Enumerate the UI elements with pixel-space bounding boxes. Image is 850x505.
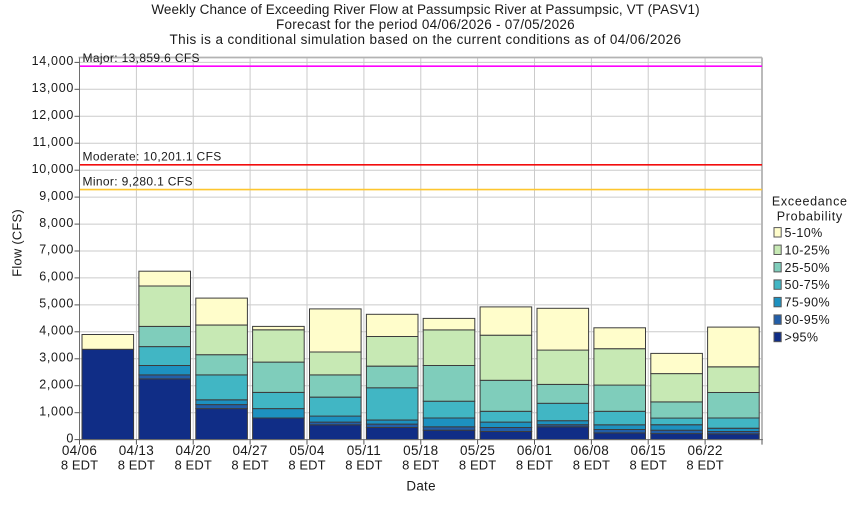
svg-text:12,000: 12,000: [32, 108, 74, 122]
svg-text:Moderate: 10,201.1 CFS: Moderate: 10,201.1 CFS: [83, 150, 222, 164]
svg-text:6,000: 6,000: [39, 270, 74, 284]
svg-text:5,000: 5,000: [39, 297, 74, 311]
svg-text:8 EDT: 8 EDT: [459, 457, 496, 472]
svg-text:06/15: 06/15: [631, 443, 666, 458]
svg-text:8 EDT: 8 EDT: [345, 457, 382, 472]
svg-text:8,000: 8,000: [39, 216, 74, 230]
svg-text:8 EDT: 8 EDT: [118, 457, 155, 472]
svg-text:8 EDT: 8 EDT: [231, 457, 268, 472]
svg-text:Major: 13,859.6 CFS: Major: 13,859.6 CFS: [83, 51, 200, 65]
svg-text:90-95%: 90-95%: [785, 313, 831, 327]
svg-text:75-90%: 75-90%: [785, 296, 831, 310]
svg-text:06/08: 06/08: [574, 443, 609, 458]
svg-text:8 EDT: 8 EDT: [288, 457, 325, 472]
svg-text:Flow (CFS): Flow (CFS): [9, 209, 24, 277]
svg-text:04/06: 04/06: [62, 443, 97, 458]
svg-text:0: 0: [66, 431, 74, 445]
svg-text:50-75%: 50-75%: [785, 278, 831, 292]
svg-text:8 EDT: 8 EDT: [61, 457, 98, 472]
svg-text:8 EDT: 8 EDT: [573, 457, 610, 472]
svg-text:8 EDT: 8 EDT: [175, 457, 212, 472]
svg-text:Date: Date: [406, 479, 436, 494]
svg-text:1,000: 1,000: [39, 404, 74, 418]
svg-text:>95%: >95%: [785, 331, 819, 345]
svg-text:05/25: 05/25: [460, 443, 495, 458]
svg-text:Weekly Chance of Exceeding Riv: Weekly Chance of Exceeding River Flow at…: [151, 2, 699, 17]
svg-text:3,000: 3,000: [39, 351, 74, 365]
svg-text:04/13: 04/13: [119, 443, 154, 458]
svg-text:Probability: Probability: [777, 210, 843, 224]
svg-text:14,000: 14,000: [32, 54, 74, 68]
svg-text:05/18: 05/18: [403, 443, 438, 458]
svg-text:25-50%: 25-50%: [785, 261, 831, 275]
svg-text:04/20: 04/20: [176, 443, 211, 458]
svg-text:8 EDT: 8 EDT: [402, 457, 439, 472]
svg-text:05/11: 05/11: [347, 443, 381, 458]
svg-text:8 EDT: 8 EDT: [630, 457, 667, 472]
svg-text:10-25%: 10-25%: [785, 243, 831, 257]
svg-text:11,000: 11,000: [32, 135, 74, 149]
svg-text:9,000: 9,000: [39, 189, 74, 203]
svg-text:06/01: 06/01: [517, 443, 552, 458]
svg-text:8 EDT: 8 EDT: [516, 457, 553, 472]
svg-text:2,000: 2,000: [39, 377, 74, 391]
svg-text:Minor: 9,280.1 CFS: Minor: 9,280.1 CFS: [83, 175, 193, 189]
svg-text:05/04: 05/04: [289, 443, 324, 458]
svg-text:Forecast for the period 04/06/: Forecast for the period 04/06/2026 - 07/…: [276, 17, 575, 32]
svg-text:13,000: 13,000: [32, 81, 74, 95]
svg-text:04/27: 04/27: [232, 443, 267, 458]
svg-text:Exceedance: Exceedance: [772, 195, 848, 209]
svg-text:5-10%: 5-10%: [785, 226, 823, 240]
svg-text:10,000: 10,000: [32, 162, 74, 176]
svg-text:7,000: 7,000: [39, 243, 74, 257]
svg-text:06/22: 06/22: [687, 443, 722, 458]
svg-text:8 EDT: 8 EDT: [686, 457, 723, 472]
svg-text:4,000: 4,000: [39, 324, 74, 338]
svg-text:This is a conditional simulati: This is a conditional simulation based o…: [170, 32, 682, 47]
